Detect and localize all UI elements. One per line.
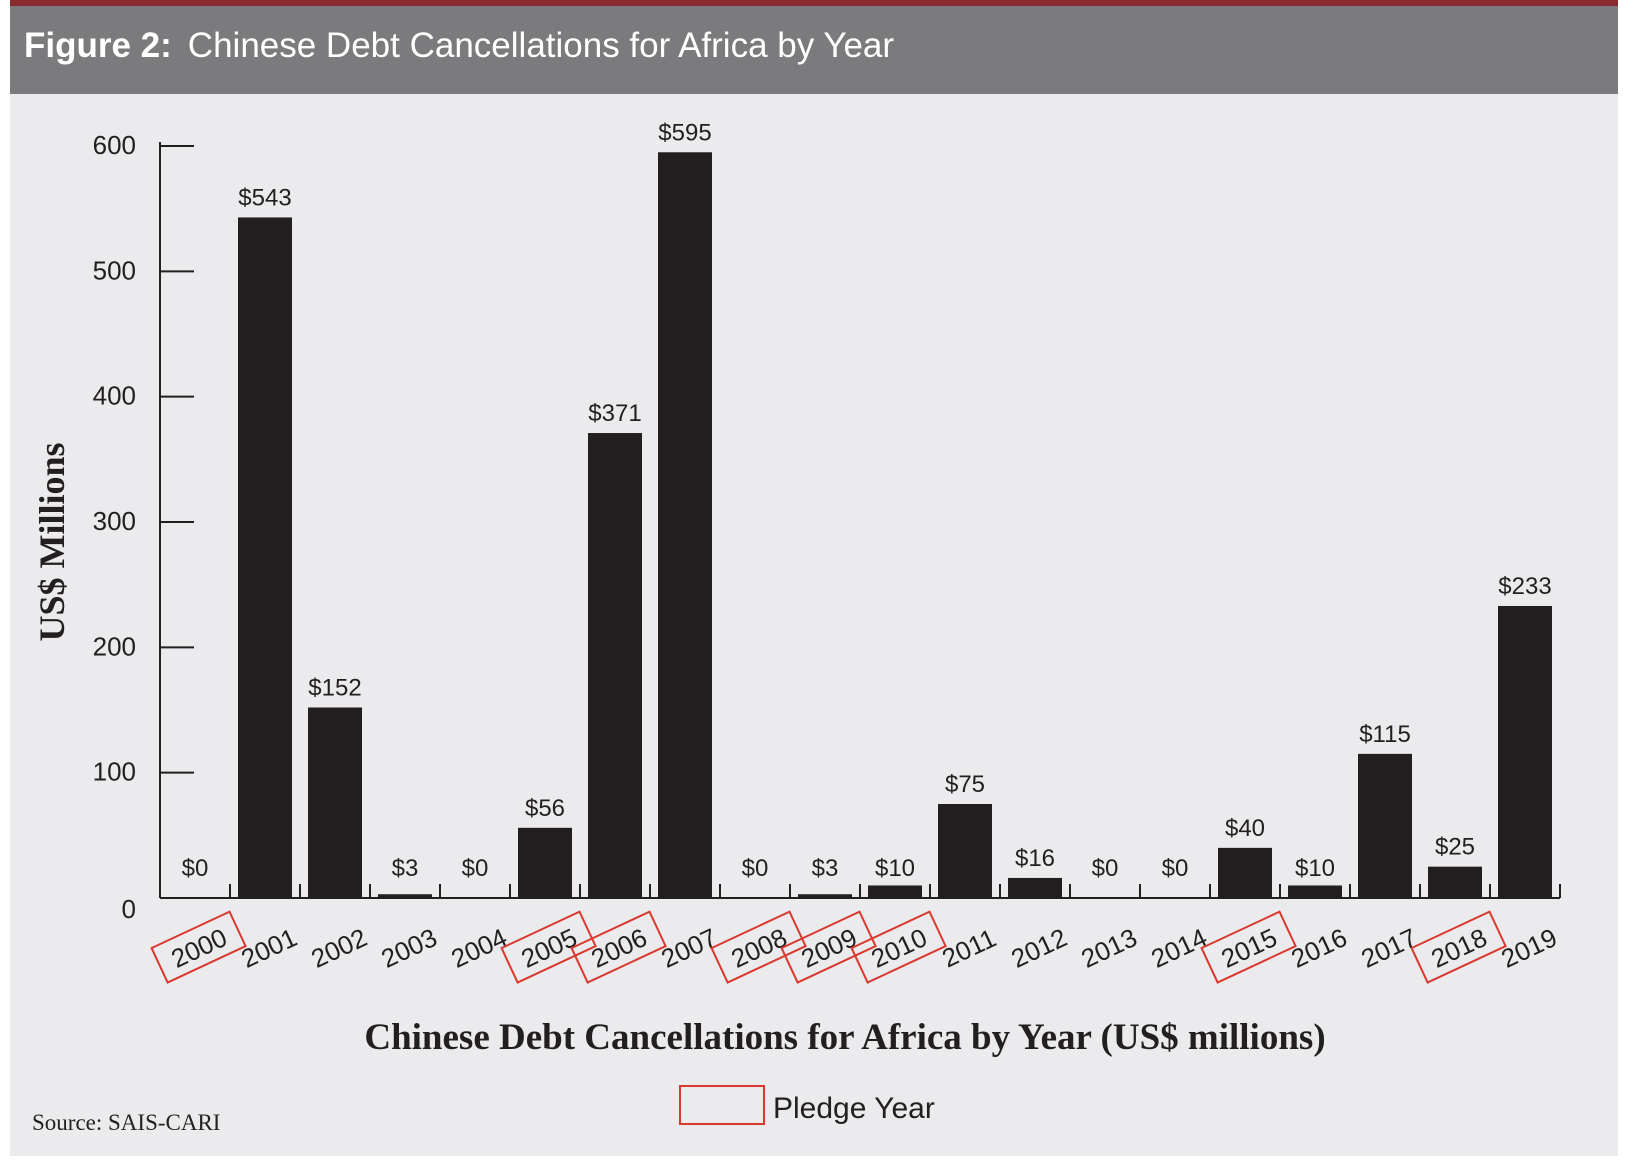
data-label-2010: $10 <box>875 855 915 882</box>
legend-label: Pledge Year <box>773 1092 935 1125</box>
x-tick-label-2000: 2000 <box>166 922 231 974</box>
x-axis-title: Chinese Debt Cancellations for Africa by… <box>364 1017 1325 1058</box>
data-label-2007: $595 <box>658 119 711 146</box>
y-tick-label: 300 <box>93 506 136 536</box>
x-tick-label-2016: 2016 <box>1286 922 1351 974</box>
bar-2011 <box>938 804 992 898</box>
bar-2002 <box>308 707 362 898</box>
pledge-box-2005 <box>500 910 597 984</box>
x-tick-label-2013: 2013 <box>1076 922 1141 974</box>
bar-2019 <box>1498 605 1552 898</box>
data-label-2013: $0 <box>1092 855 1119 882</box>
source-note: Source: SAIS-CARI <box>32 1110 221 1135</box>
x-tick-label-2010: 2010 <box>866 922 931 974</box>
data-label-2011: $75 <box>945 771 985 798</box>
data-label-2015: $40 <box>1225 815 1265 842</box>
pledge-box-2015 <box>1200 910 1297 984</box>
x-tick-label-2002: 2002 <box>306 922 371 974</box>
pledge-box-2018 <box>1410 910 1507 984</box>
figure-label: Figure 2: <box>24 26 172 65</box>
accent-line <box>10 0 1618 6</box>
y-tick-label: 100 <box>93 757 136 787</box>
bar-2018 <box>1428 866 1482 898</box>
bar-2006 <box>588 433 642 898</box>
data-label-2019: $233 <box>1498 573 1551 600</box>
pledge-box-2006 <box>570 910 667 984</box>
y-tick-label: 400 <box>93 381 136 411</box>
bar-2003 <box>378 894 432 898</box>
data-label-2016: $10 <box>1295 855 1335 882</box>
y-tick-label: 500 <box>93 255 136 285</box>
y-axis-title: US$ Millions <box>32 442 72 641</box>
data-label-2002: $152 <box>308 674 361 701</box>
figure-title: Chinese Debt Cancellations for Africa by… <box>187 26 895 65</box>
y-tick-label: 200 <box>93 631 136 661</box>
bar-2005 <box>518 827 572 898</box>
bar-2007 <box>658 152 712 898</box>
x-tick-label-2011: 2011 <box>937 923 1000 974</box>
pledge-box-2000 <box>150 910 247 984</box>
figure-header: Figure 2: Chinese Debt Cancellations for … <box>10 6 1618 94</box>
x-tick-label-2015: 2015 <box>1216 922 1281 974</box>
bar-2012 <box>1008 877 1062 898</box>
legend-swatch <box>679 1085 765 1125</box>
bar-2017 <box>1358 753 1412 898</box>
data-label-2004: $0 <box>462 855 489 882</box>
pledge-box-2009 <box>780 910 877 984</box>
bar-2010 <box>868 885 922 898</box>
data-label-2008: $0 <box>742 855 769 882</box>
x-tick-label-2012: 2012 <box>1006 922 1071 974</box>
x-tick-label-2003: 2003 <box>376 922 441 974</box>
data-label-2006: $371 <box>588 400 641 427</box>
data-label-2009: $3 <box>812 855 839 882</box>
bar-2009 <box>798 894 852 898</box>
bar-2016 <box>1288 885 1342 898</box>
x-tick-label-2001: 2001 <box>236 922 301 974</box>
x-tick-label-2018: 2018 <box>1426 922 1491 974</box>
data-label-2012: $16 <box>1015 845 1055 872</box>
pledge-box-2008 <box>710 910 807 984</box>
bar-2001 <box>238 217 292 898</box>
data-label-2003: $3 <box>392 855 419 882</box>
header-title: Figure 2: Chinese Debt Cancellations for … <box>24 26 894 66</box>
x-tick-label-2019: 2019 <box>1496 922 1561 974</box>
data-label-2001: $543 <box>238 184 291 211</box>
bar-2015 <box>1218 847 1272 898</box>
data-label-2000: $0 <box>182 855 209 882</box>
y-tick-label: 0 <box>122 894 136 924</box>
y-tick-label: 600 <box>93 130 136 160</box>
data-label-2005: $56 <box>525 795 565 822</box>
x-tick-label-2006: 2006 <box>586 922 651 974</box>
data-label-2018: $25 <box>1435 834 1475 861</box>
data-label-2014: $0 <box>1162 855 1189 882</box>
pledge-box-2010 <box>850 910 947 984</box>
data-label-2017: $115 <box>1359 721 1411 748</box>
